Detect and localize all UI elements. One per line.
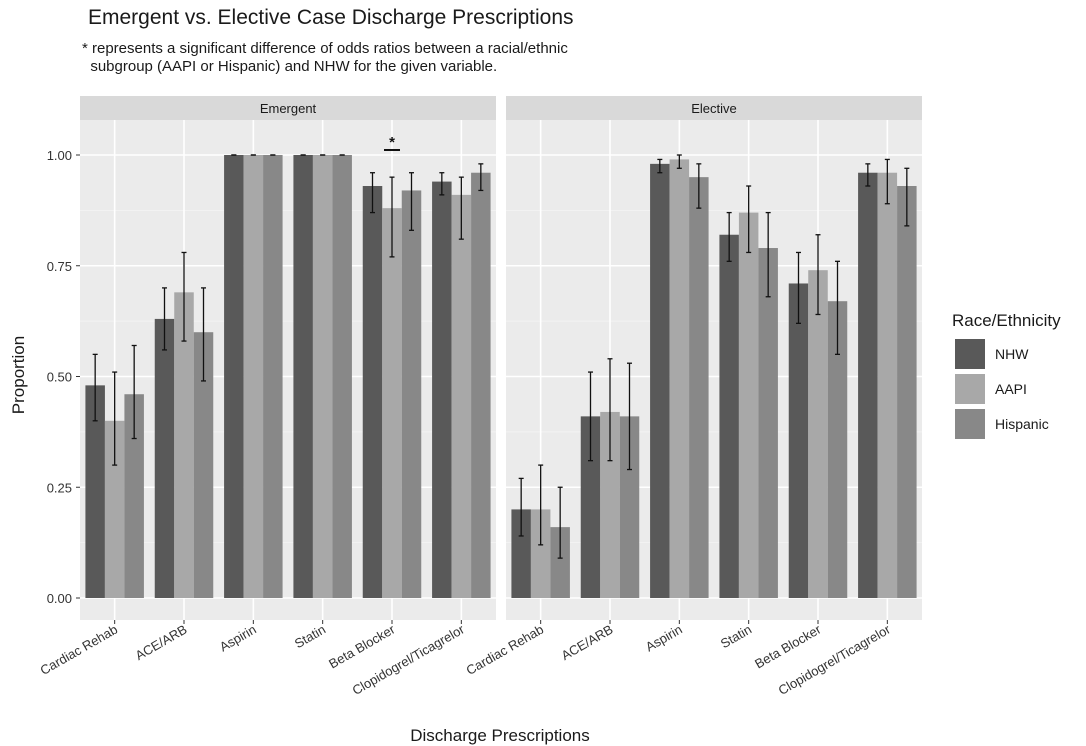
x-tick-label: Statin	[292, 622, 328, 652]
y-tick-label: 1.00	[47, 148, 72, 163]
legend-label: Hispanic	[995, 416, 1049, 432]
bar-nhw	[154, 318, 175, 598]
x-tick-label: Aspirin	[643, 622, 685, 655]
panel-background	[80, 120, 496, 620]
bar-hispanic	[689, 177, 709, 598]
facet-strip	[80, 96, 496, 120]
bar-aapi	[451, 194, 472, 598]
bar-nhw	[650, 163, 670, 599]
panel-elective: Elective	[506, 96, 922, 620]
bar-nhw	[580, 416, 601, 598]
chart-title: Emergent vs. Elective Case Discharge Pre…	[88, 6, 574, 29]
facet-strip	[506, 96, 922, 120]
bar-aapi	[174, 292, 194, 598]
bar-nhw	[858, 172, 878, 598]
chart-subtitle: * represents a significant difference of…	[82, 40, 568, 75]
x-tick-label: Cardiac Rehab	[38, 622, 121, 678]
bar-aapi	[600, 411, 620, 598]
bar-hispanic	[897, 186, 917, 598]
bar-nhw	[719, 234, 739, 599]
y-tick-label: 0.50	[47, 370, 72, 385]
bar-hispanic	[401, 190, 422, 598]
facet-strip-label: Elective	[691, 101, 737, 116]
bar-nhw	[788, 283, 809, 598]
bar-hispanic	[263, 155, 283, 598]
x-tick-label: Aspirin	[217, 622, 259, 655]
x-axis-label: Discharge Prescriptions	[410, 726, 590, 745]
x-tick-label: Clopidogrel/Ticagrelor	[776, 621, 894, 698]
bar-hispanic	[758, 248, 778, 598]
bar-hispanic	[332, 155, 352, 598]
y-tick-label: 0.75	[47, 259, 72, 274]
bar-nhw	[85, 385, 105, 598]
bar-aapi	[530, 509, 551, 598]
bar-aapi	[669, 159, 690, 598]
bar-aapi	[104, 420, 125, 598]
x-tick-label: Clopidogrel/Ticagrelor	[350, 621, 468, 698]
legend-key-nhw	[955, 339, 985, 369]
legend-title: Race/Ethnicity	[952, 311, 1061, 330]
bar-hispanic	[124, 394, 144, 598]
bar-aapi	[738, 212, 759, 598]
bar-nhw	[362, 186, 383, 598]
legend-key-aapi	[955, 374, 985, 404]
x-tick-label: Statin	[718, 622, 754, 652]
y-axis-label: Proportion	[9, 336, 28, 414]
bar-nhw	[293, 155, 313, 598]
legend-label: AAPI	[995, 381, 1027, 397]
bar-hispanic	[193, 332, 214, 598]
bar-hispanic	[550, 527, 570, 598]
bar-aapi	[877, 172, 898, 598]
bar-nhw	[224, 155, 244, 598]
significance-marker: *	[389, 134, 395, 151]
chart-legend: Race/Ethnicity NHW AAPI Hispanic	[952, 311, 1061, 439]
bar-hispanic	[471, 172, 491, 598]
bar-hispanic	[827, 301, 848, 598]
y-tick-label: 0.00	[47, 591, 72, 606]
bar-aapi	[808, 270, 828, 598]
panel-background	[506, 120, 922, 620]
x-tick-label: ACE/ARB	[559, 622, 616, 664]
bar-hispanic	[619, 416, 640, 598]
y-tick-label: 0.25	[47, 480, 72, 495]
bar-nhw	[432, 181, 452, 598]
chart-panels: Emergent * Elective	[80, 96, 922, 620]
x-tick-label: ACE/ARB	[133, 622, 190, 664]
legend-label: NHW	[995, 346, 1029, 362]
bar-nhw	[511, 509, 531, 598]
facet-strip-label: Emergent	[260, 101, 317, 116]
bar-aapi	[243, 155, 264, 598]
bar-aapi	[312, 155, 333, 598]
x-tick-label: Cardiac Rehab	[464, 622, 547, 678]
bar-aapi	[382, 208, 402, 598]
legend-key-hispanic	[955, 409, 985, 439]
panel-emergent: Emergent *	[80, 96, 496, 620]
